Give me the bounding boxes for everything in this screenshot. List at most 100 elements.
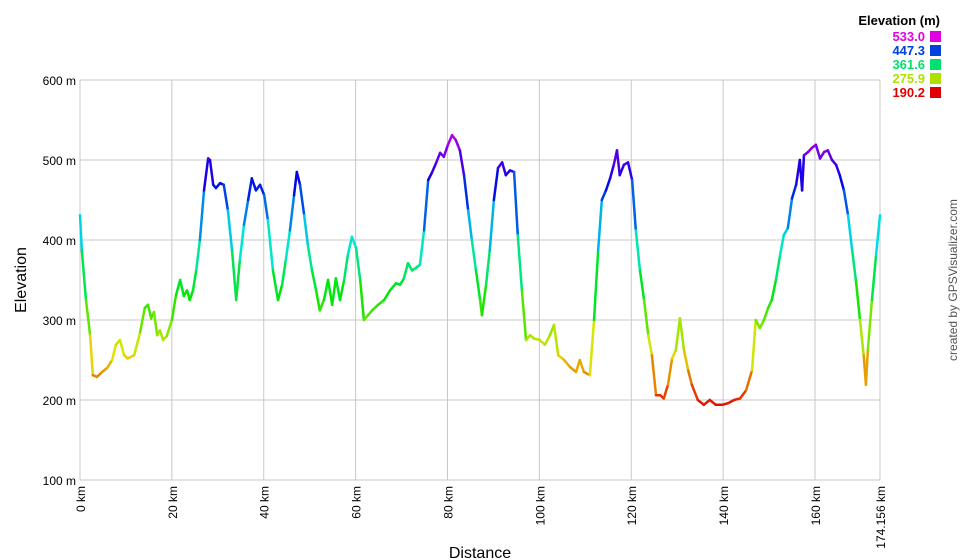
elevation-segment	[462, 173, 470, 212]
elevation-line	[78, 133, 882, 407]
elevation-segment	[642, 298, 650, 337]
elevation-segment	[762, 306, 770, 322]
elevation-segment	[512, 170, 520, 237]
elevation-segment	[246, 177, 254, 202]
elevation-segment	[262, 193, 270, 222]
elevation-segment	[188, 289, 195, 302]
elevation-segment	[208, 158, 215, 187]
elevation-segment	[446, 133, 454, 147]
elevation-segment	[708, 398, 718, 407]
x-tick-label: 160 km	[809, 486, 823, 525]
elevation-segment	[146, 303, 153, 320]
elevation-segment	[500, 161, 508, 177]
elevation-segment	[330, 277, 338, 307]
y-axis-label: Elevation	[13, 247, 30, 313]
legend-title: Elevation (m)	[858, 13, 940, 28]
elevation-segment	[800, 153, 806, 192]
elevation-segment	[474, 269, 482, 302]
legend-entry-label: 447.3	[892, 43, 925, 58]
x-tick-label: 120 km	[625, 486, 639, 525]
elevation-segment	[686, 369, 694, 387]
elevation-segment	[350, 235, 358, 250]
elevation-segment	[326, 278, 334, 307]
elevation-segment	[191, 269, 198, 292]
elevation-segment	[690, 383, 700, 402]
legend-swatch	[930, 31, 941, 42]
elevation-segment	[674, 317, 682, 352]
elevation-segment	[826, 149, 834, 162]
elevation-segment	[600, 189, 608, 202]
elevation-segment	[638, 269, 646, 302]
elevation-segment	[234, 258, 242, 302]
elevation-segment	[516, 233, 524, 292]
elevation-segment	[552, 323, 560, 357]
elevation-segment	[696, 398, 706, 407]
elevation-segment	[626, 161, 634, 182]
elevation-segment	[302, 213, 310, 247]
elevation-segment	[782, 226, 790, 237]
elevation-segment	[152, 310, 159, 337]
y-tick-label: 300 m	[43, 314, 76, 328]
elevation-segment	[662, 383, 670, 400]
x-tick-label: 20 km	[166, 486, 180, 519]
elevation-segment	[170, 293, 178, 322]
elevation-segment	[276, 283, 284, 302]
elevation-segment	[258, 183, 266, 197]
elevation-segment	[608, 163, 616, 180]
x-tick-label: 60 km	[350, 486, 364, 519]
legend-entry-label: 361.6	[892, 57, 925, 72]
elevation-segment	[306, 243, 314, 272]
elevation-segment	[288, 193, 296, 232]
legend-swatch	[930, 59, 941, 70]
elevation-segment	[242, 198, 250, 227]
elevation-segment	[222, 183, 230, 212]
tick-labels: 100 m 200 m 300 m 400 m 500 m 600 m 0 km 20 km 4…	[43, 74, 888, 549]
elevation-segment	[80, 249, 88, 302]
grid	[79, 79, 881, 481]
elevation-segment	[338, 278, 346, 302]
x-axis-label: Distance	[449, 545, 511, 560]
elevation-segment	[358, 278, 366, 322]
elevation-segment	[314, 289, 322, 312]
elevation-segment	[758, 318, 766, 330]
elevation-segment	[422, 178, 430, 232]
elevation-segment	[870, 253, 878, 302]
elevation-segment	[618, 163, 626, 177]
elevation-segment	[770, 278, 778, 302]
elevation-segment	[766, 298, 774, 310]
x-tick-label: 100 km	[533, 486, 547, 525]
elevation-segment	[744, 369, 754, 392]
elevation-segment	[774, 253, 782, 282]
elevation-segment	[592, 249, 600, 322]
legend-entry-label: 275.9	[892, 71, 925, 86]
elevation-segment	[866, 298, 874, 352]
elevation-segment	[634, 229, 642, 272]
elevation-segment	[850, 249, 858, 282]
elevation-segment	[310, 269, 318, 292]
elevation-segment	[370, 303, 380, 312]
elevation-segment	[846, 213, 854, 252]
elevation-segment	[250, 177, 258, 192]
elevation-segment	[454, 138, 462, 152]
elevation-segment	[864, 349, 870, 387]
elevation-segment	[118, 338, 126, 357]
elevation-segment	[132, 330, 142, 357]
elevation-segment	[458, 149, 466, 177]
elevation-segment	[874, 213, 882, 257]
elevation-segment	[604, 177, 612, 192]
elevation-segment	[650, 353, 658, 397]
elevation-segment	[406, 261, 414, 272]
elevation-segment	[470, 238, 478, 272]
elevation-segment	[596, 198, 604, 252]
credit-text: created by GPSVisualizer.com	[946, 199, 960, 361]
elevation-segment	[342, 253, 350, 282]
elevation-segment	[646, 333, 654, 357]
elevation-segment	[382, 289, 392, 302]
elevation-segment	[354, 246, 362, 282]
elevation-segment	[194, 238, 202, 272]
elevation-segment	[630, 178, 638, 232]
elevation-segment	[484, 249, 491, 287]
elevation-segment	[88, 333, 95, 377]
